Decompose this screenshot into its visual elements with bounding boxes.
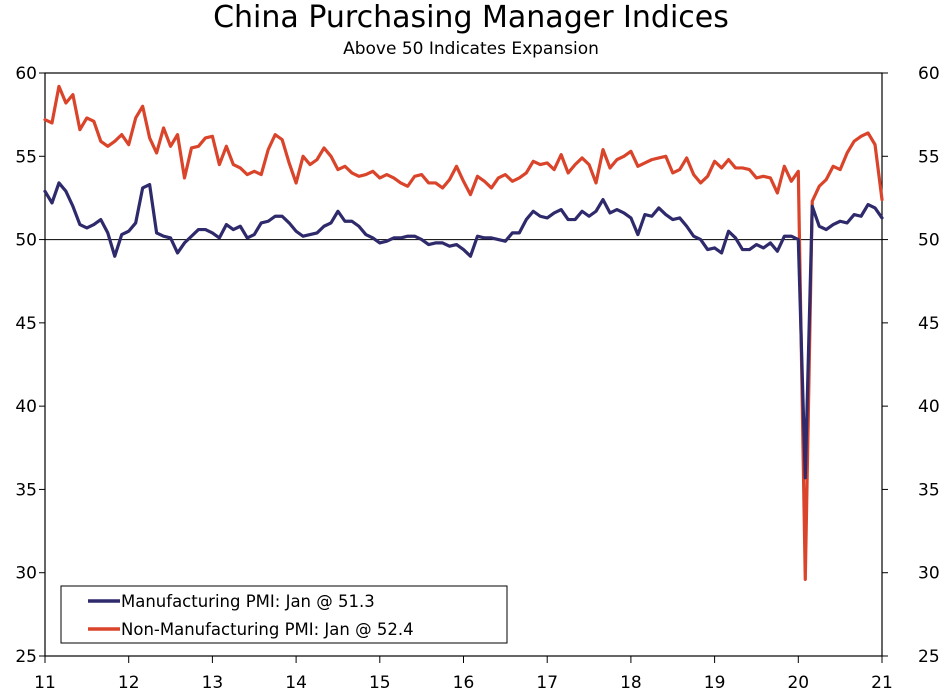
legend-label-non-manufacturing: Non-Manufacturing PMI: Jan @ 52.4 <box>121 620 414 639</box>
y-tick-label-right: 25 <box>918 647 940 667</box>
legend-label-manufacturing: Manufacturing PMI: Jan @ 51.3 <box>121 592 375 611</box>
legend: Manufacturing PMI: Jan @ 51.3 Non-Manufa… <box>60 585 508 644</box>
y-tick-label-right: 40 <box>918 397 940 417</box>
y-axis-right: 25 30 35 40 45 50 55 60 <box>882 64 940 667</box>
series-line-manufacturing <box>43 181 884 480</box>
y-tick-label-right: 45 <box>918 314 940 334</box>
y-tick-label-left: 55 <box>15 147 37 167</box>
y-tick-label-left: 60 <box>15 64 37 84</box>
series-line-non-manufacturing <box>43 84 884 581</box>
y-tick-label-left: 30 <box>15 564 37 584</box>
x-tick-label: 21 <box>871 673 893 692</box>
y-tick-label-right: 55 <box>918 147 940 167</box>
y-tick-label-left: 35 <box>15 480 37 500</box>
y-axis-left: 25 30 35 40 45 50 55 60 <box>15 64 45 667</box>
legend-box <box>60 585 508 644</box>
series-layer <box>43 84 884 581</box>
x-tick-label: 17 <box>536 673 558 692</box>
y-tick-label-right: 35 <box>918 480 940 500</box>
x-tick-label: 16 <box>453 673 475 692</box>
y-tick-label-left: 40 <box>15 397 37 417</box>
x-tick-label: 14 <box>285 673 307 692</box>
x-tick-label: 11 <box>34 673 56 692</box>
x-tick-label: 13 <box>202 673 224 692</box>
y-tick-label-left: 25 <box>15 647 37 667</box>
x-tick-label: 18 <box>620 673 642 692</box>
x-tick-label: 20 <box>787 673 809 692</box>
x-axis: 11 12 13 14 15 16 17 18 19 20 21 <box>34 656 893 692</box>
y-tick-label-right: 60 <box>918 64 940 84</box>
x-tick-label: 15 <box>369 673 391 692</box>
y-tick-label-right: 30 <box>918 564 940 584</box>
y-tick-label-right: 50 <box>918 231 940 251</box>
chart-subtitle: Above 50 Indicates Expansion <box>343 39 599 59</box>
x-tick-label: 12 <box>118 673 140 692</box>
chart-title: China Purchasing Manager Indices <box>213 0 729 35</box>
plot-frame <box>44 72 883 657</box>
y-tick-label-left: 45 <box>15 314 37 334</box>
x-tick-label: 19 <box>704 673 726 692</box>
y-tick-label-left: 50 <box>15 231 37 251</box>
